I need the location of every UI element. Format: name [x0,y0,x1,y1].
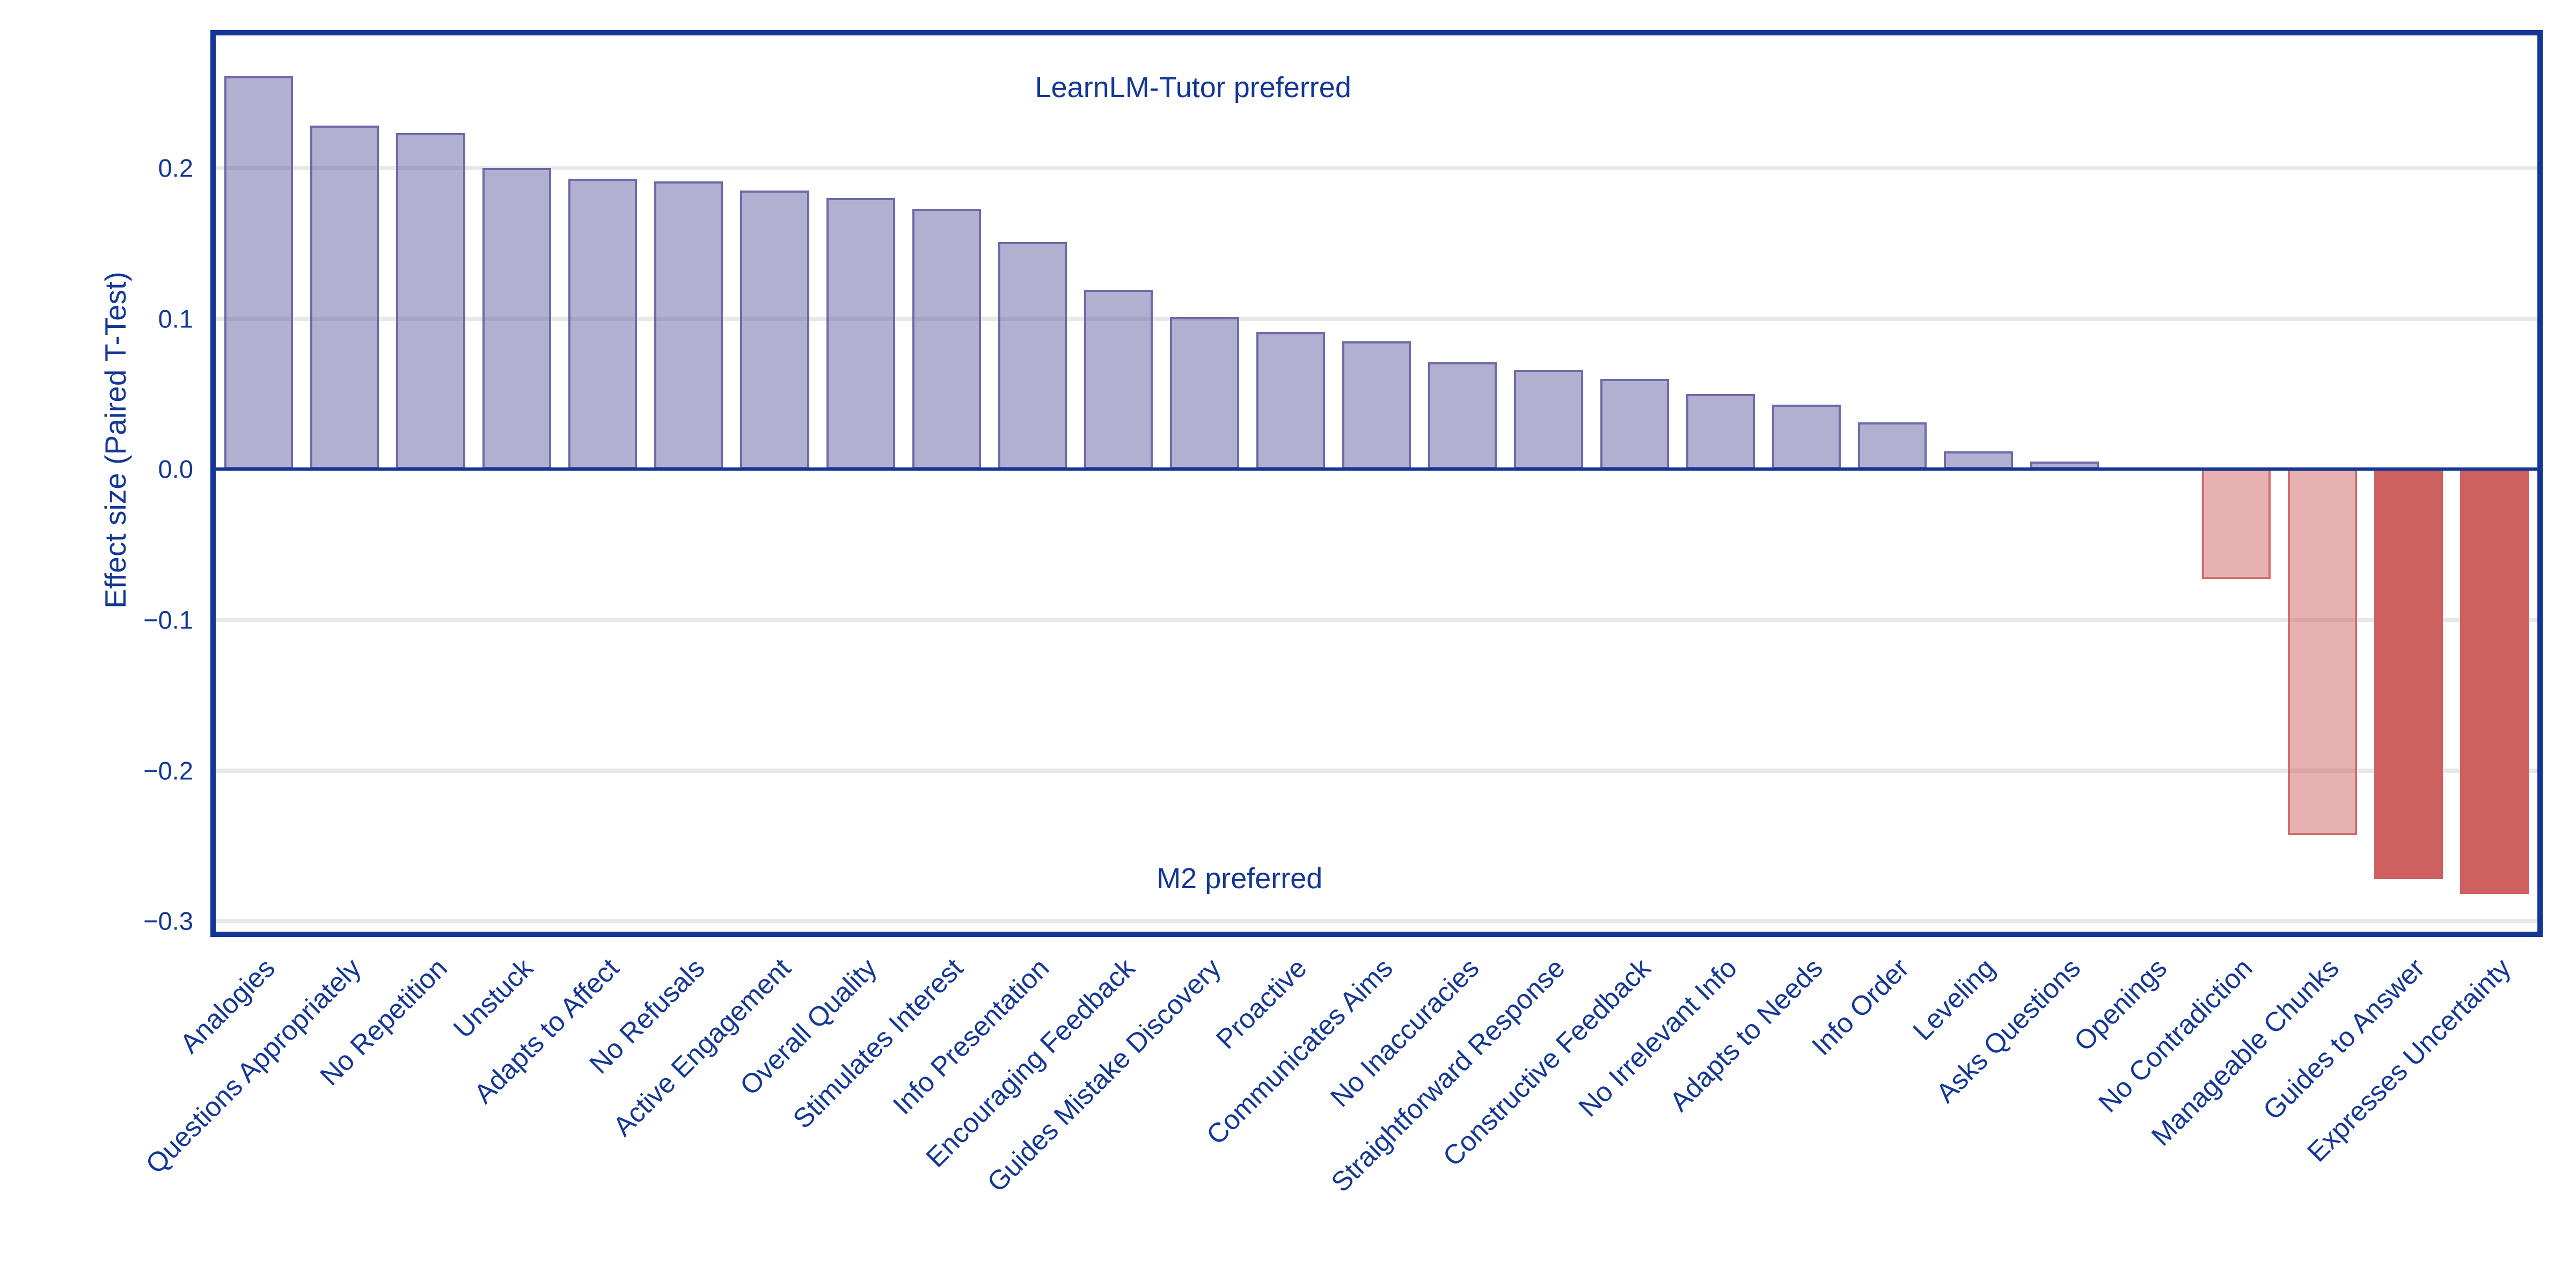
x-tick-label: Adapts to Affect [467,952,625,1109]
gridline [216,919,2537,924]
gridline [216,768,2537,773]
bar-no-contradiction [2202,469,2271,580]
bar-info-presentation [998,241,1067,470]
gridline [216,316,2537,321]
x-tick-label: Info Presentation [887,952,1055,1121]
bar-no-irrelevant-info [1686,394,1755,470]
bar-encouraging-feedback [1084,290,1153,470]
x-tick-label: Adapts to Needs [1664,952,1829,1117]
bar-guides-to-answer [2374,469,2443,879]
y-tick-label: −0.2 [143,756,193,785]
bar-leveling [1944,451,2013,470]
bar-no-refusals [654,181,723,470]
x-tick-label: Asks Questions [1930,952,2087,1109]
bar-no-repetition [396,133,465,470]
y-tick-label: −0.3 [143,906,193,935]
bar-active-engagement [740,191,809,470]
annotation-learnlm-tutor-preferred: LearnLM-Tutor preferred [1035,71,1351,104]
y-tick-label: 0.2 [158,153,193,182]
bar-adapts-to-affect [568,178,638,470]
bar-no-inaccuracies [1428,362,1497,470]
bar-info-order [1858,422,1927,470]
y-tick-label: −0.1 [143,605,193,634]
gridline [216,618,2537,622]
plot-inner: LearnLM-Tutor preferred M2 preferred [216,35,2537,932]
plot-area: LearnLM-Tutor preferred M2 preferred [210,30,2543,937]
x-tick-label: No Contradiction [2092,952,2259,1118]
bar-expresses-uncertainty [2460,469,2529,894]
bar-manageable-chunks [2288,469,2357,836]
bar-constructive-feedback [1600,378,1669,470]
bar-straightforward-response [1514,370,1583,470]
bar-proactive [1256,332,1325,470]
y-tick-label: 0.1 [158,304,193,333]
bar-guides-mistake-discovery [1170,317,1239,470]
zero-axis-line [216,467,2537,471]
x-tick-label: No Irrelevant Info [1572,952,1743,1123]
bar-unstuck [482,167,551,470]
x-tick-label: Guides to Answer [2257,952,2431,1126]
annotation-m2-preferred: M2 preferred [1157,862,1323,895]
gridline [216,165,2537,170]
bar-questions-appropriately [310,126,379,470]
bar-analogies [224,76,294,470]
bar-adapts-to-needs [1772,404,1841,470]
bar-overall-quality [826,198,895,470]
bar-communicates-aims [1342,341,1411,470]
bar-stimulates-interest [912,208,981,470]
y-tick-label: 0.0 [158,455,193,484]
x-tick-label: No Inaccuracies [1324,952,1485,1113]
